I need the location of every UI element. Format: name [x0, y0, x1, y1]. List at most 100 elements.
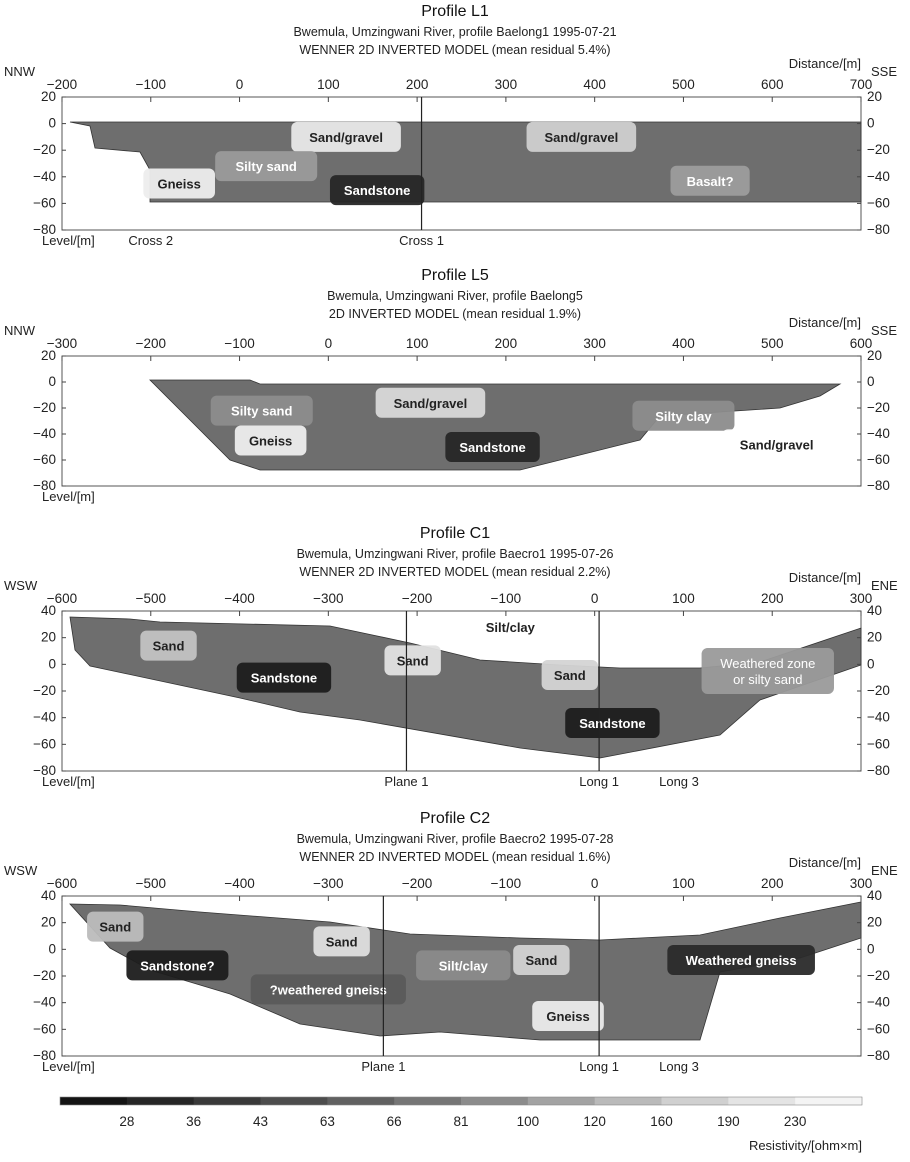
region-label: Basalt?	[687, 174, 734, 189]
x-tick-label: −100	[224, 336, 254, 351]
x-tick-label: −100	[491, 876, 521, 891]
y-tick-label-right: −80	[867, 763, 890, 778]
x-tick-label: −300	[313, 591, 343, 606]
y-tick-label-right: −40	[867, 710, 890, 725]
cross-label: Cross 1	[399, 233, 444, 248]
y-tick-label-left: −40	[33, 995, 56, 1010]
x-tick-label: −400	[224, 591, 254, 606]
y-tick-label-right: −20	[867, 142, 890, 157]
y-tick-label-right: −60	[867, 1021, 890, 1036]
y-tick-label-left: −20	[33, 400, 56, 415]
profile-subtitle: Bwemula, Umzingwani River, profile Baecr…	[297, 547, 614, 561]
region-label: Silt/clay	[486, 620, 536, 635]
cross-label: Long 1	[579, 774, 619, 789]
x-tick-label: −400	[224, 876, 254, 891]
colorbar-label: 81	[453, 1114, 468, 1129]
region-patch	[143, 168, 215, 199]
y-tick-label-right: 0	[867, 941, 875, 956]
profile-panel-2: Profile L5 Bwemula, Umzingwani River, pro…	[4, 267, 897, 504]
cross-label: Long 1	[579, 1059, 619, 1074]
region-label: ?weathered gneiss	[270, 982, 387, 997]
colorbar-segment	[60, 1097, 128, 1105]
profile-title: Profile C2	[420, 810, 490, 827]
y-tick-label-left: −20	[33, 142, 56, 157]
colorbar-segment	[527, 1097, 596, 1105]
y-tick-label-left: −80	[33, 222, 56, 237]
colorbar-frame	[59, 1096, 863, 1106]
colorbar-label: 43	[253, 1114, 268, 1129]
region-patch	[416, 950, 511, 981]
colorbar-segment	[728, 1097, 796, 1105]
y-tick-label-right: −40	[867, 169, 890, 184]
y-tick-label-left: −80	[33, 478, 56, 493]
y-tick-label-left: 0	[48, 116, 56, 131]
y-tick-label-right: 40	[867, 603, 882, 618]
region-patch	[670, 165, 750, 196]
x-tick-label: −300	[47, 336, 77, 351]
x-tick-label: −500	[136, 876, 166, 891]
y-tick-label-left: −40	[33, 169, 56, 184]
x-tick-label: 100	[317, 77, 340, 92]
region-label: Gneiss	[249, 434, 292, 449]
region-patch	[565, 708, 660, 738]
x-tick-label: 200	[495, 336, 518, 351]
profile-method: WENNER 2D INVERTED MODEL (mean residual …	[299, 565, 610, 579]
region-patch	[667, 945, 815, 975]
direction-right: ENE	[871, 863, 898, 878]
region-patch	[87, 911, 144, 942]
y-tick-label-left: −60	[33, 736, 56, 751]
x-tick-label: −600	[47, 591, 77, 606]
y-tick-label-left: 20	[41, 630, 56, 645]
region-patch	[445, 432, 540, 462]
y-tick-label-left: −60	[33, 452, 56, 467]
profile-title: Profile L5	[421, 267, 489, 284]
y-axis-label: Level/[m]	[42, 233, 95, 248]
region-patch	[463, 612, 558, 642]
x-tick-label: −200	[47, 77, 77, 92]
x-axis-label: Distance/[m]	[789, 315, 861, 330]
y-tick-label-left: −60	[33, 1021, 56, 1036]
y-axis-label: Level/[m]	[42, 1059, 95, 1074]
x-tick-label: 400	[672, 336, 695, 351]
y-tick-label-right: 0	[867, 656, 875, 671]
x-tick-label: 600	[761, 77, 784, 92]
profile-panel-3: Profile C1 Bwemula, Umzingwani River, pro…	[4, 525, 898, 789]
x-tick-label: 400	[583, 77, 606, 92]
y-tick-label-right: −60	[867, 736, 890, 751]
y-tick-label-right: 0	[867, 374, 875, 389]
x-tick-label: −100	[491, 591, 521, 606]
x-tick-label: 500	[761, 336, 784, 351]
cross-label: Long 3	[659, 1059, 699, 1074]
x-tick-label: −200	[402, 876, 432, 891]
colorbar-segment	[260, 1097, 328, 1105]
y-tick-label-left: 0	[48, 656, 56, 671]
y-tick-label-left: 20	[41, 348, 56, 363]
direction-left: WSW	[4, 863, 38, 878]
region-patch	[513, 945, 570, 975]
colorbar-segment	[661, 1097, 729, 1105]
cross-label: Plane 1	[361, 1059, 405, 1074]
y-tick-label-left: 40	[41, 603, 56, 618]
region-label: Sand/gravel	[544, 130, 618, 145]
colorbar-label: 66	[387, 1114, 402, 1129]
colorbar-segment	[193, 1097, 261, 1105]
direction-left: WSW	[4, 578, 38, 593]
x-tick-label: 100	[672, 876, 695, 891]
x-axis-label: Distance/[m]	[789, 570, 861, 585]
colorbar-segment	[795, 1097, 863, 1105]
profile-subtitle: Bwemula, Umzingwani River, profile Baelo…	[327, 289, 583, 303]
colorbar-segment	[126, 1097, 195, 1105]
x-tick-label: 700	[850, 77, 873, 92]
colorbar-segment	[594, 1097, 662, 1105]
direction-right: SSE	[871, 323, 897, 338]
x-axis-label: Distance/[m]	[789, 855, 861, 870]
profile-subtitle: Bwemula, Umzingwani River, profile Baecr…	[297, 832, 614, 846]
y-tick-label-left: −20	[33, 968, 56, 983]
x-tick-label: 300	[850, 876, 873, 891]
colorbar-label: 230	[784, 1114, 807, 1129]
region-patch	[215, 151, 318, 182]
x-tick-label: 100	[406, 336, 429, 351]
y-tick-label-left: 20	[41, 89, 56, 104]
y-tick-label-right: −60	[867, 452, 890, 467]
y-tick-label-right: −20	[867, 683, 890, 698]
